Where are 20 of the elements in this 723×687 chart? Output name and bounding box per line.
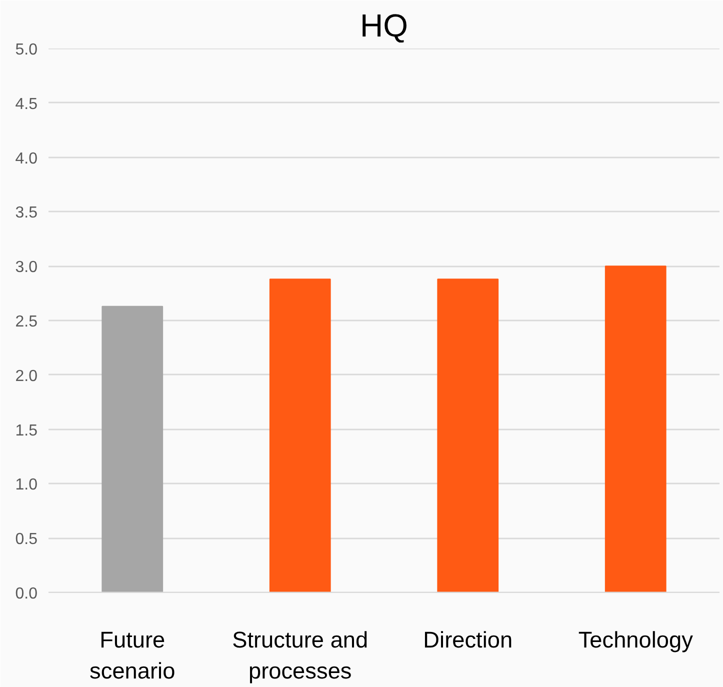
bar — [269, 278, 331, 592]
x-tick-label: Future scenario — [90, 626, 176, 684]
y-tick-label: 3.0 — [15, 259, 38, 276]
chart-title: HQ — [360, 8, 408, 44]
y-tick-label: 1.5 — [15, 422, 38, 440]
y-tick-label: 4.0 — [15, 150, 38, 168]
y-tick-label: 3.5 — [15, 204, 38, 222]
y-tick-label: 0.0 — [15, 586, 38, 602]
bar — [437, 278, 499, 592]
bar — [102, 306, 164, 592]
x-tick-label: Direction — [423, 626, 513, 652]
bar — [604, 266, 666, 592]
y-tick-label: 1.0 — [15, 476, 38, 494]
x-tick-label: Technology — [578, 626, 694, 652]
y-tick-label: 4.5 — [15, 96, 38, 113]
y-tick-label: 2.5 — [15, 314, 38, 330]
y-tick-label: 0.5 — [15, 531, 38, 548]
x-tick-label: Structure and processes — [232, 626, 368, 684]
y-tick-label: 5.0 — [15, 42, 38, 58]
y-tick-label: 2.0 — [15, 368, 38, 385]
